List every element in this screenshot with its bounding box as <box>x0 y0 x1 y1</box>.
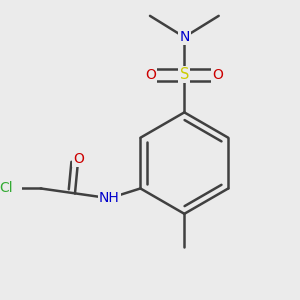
Text: O: O <box>145 68 156 82</box>
Text: Cl: Cl <box>0 182 13 195</box>
Text: S: S <box>180 67 189 82</box>
Text: O: O <box>73 152 84 166</box>
Text: NH: NH <box>99 191 120 205</box>
Text: O: O <box>213 68 224 82</box>
Text: N: N <box>179 30 190 44</box>
